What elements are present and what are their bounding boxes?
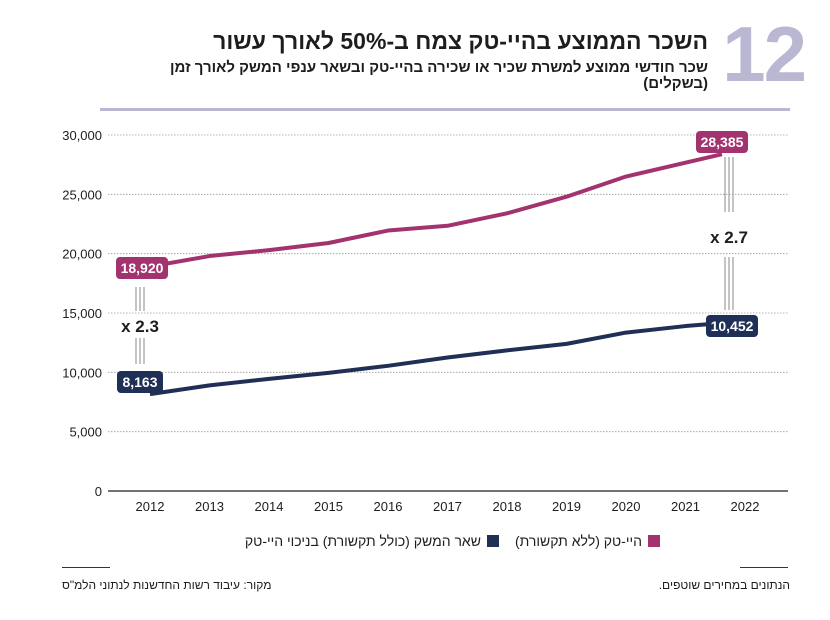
footer-source: מקור: עיבוד רשות החדשנות לנתוני הלמ"ס	[62, 578, 272, 592]
value-label-box	[696, 131, 748, 153]
x-tick-label: 2016	[374, 499, 403, 514]
x-tick-label: 2021	[671, 499, 700, 514]
legend-swatch-rest	[486, 535, 499, 547]
value-label-box	[116, 257, 168, 279]
footer-note: הנתונים במחירים שוטפים.	[658, 578, 790, 592]
ratio-connector-2022-bottom	[724, 257, 734, 310]
x-tick-label: 2017	[433, 499, 462, 514]
x-tick-label: 2012	[136, 499, 165, 514]
series-line-rest	[149, 321, 723, 397]
footer-rule-left	[62, 567, 110, 568]
x-tick-label: 2013	[195, 499, 224, 514]
ratio-connector-2012-top	[135, 287, 145, 311]
y-tick-label: 20,000	[62, 247, 102, 262]
value-label-rest-2012: 8,163	[117, 371, 163, 393]
value-label-text: 10,452	[711, 318, 754, 334]
value-label-box	[117, 371, 163, 393]
ratio-label-2012: x 2.3	[121, 317, 159, 336]
y-tick-label: 5,000	[69, 425, 102, 440]
legend-label-rest: שאר המשק (כולל תקשורת) בניכוי היי-טק	[244, 533, 481, 549]
ratio-connector-2012-bottom	[135, 338, 145, 364]
y-tick-label: 25,000	[62, 187, 102, 202]
x-tick-label: 2022	[731, 499, 760, 514]
legend-swatch-hitech	[648, 535, 660, 547]
footer-rule-right	[740, 567, 788, 568]
value-label-hitech-2012: 18,920	[116, 257, 168, 279]
legend: היי-טק (ללא תקשורת) שאר המשק (כולל תקשור…	[235, 533, 660, 549]
value-label-rest-2022: 10,452	[706, 315, 758, 337]
x-tick-label: 2019	[552, 499, 581, 514]
value-label-box	[706, 315, 758, 337]
x-tick-label: 2014	[255, 499, 284, 514]
ratio-connector-2022-top	[724, 157, 734, 212]
value-label-text: 8,163	[122, 374, 157, 390]
y-tick-label: 10,000	[62, 365, 102, 380]
y-tick-label: 30,000	[62, 128, 102, 143]
value-label-text: 18,920	[121, 260, 164, 276]
y-tick-label: 0	[95, 484, 102, 499]
header-divider	[100, 108, 790, 111]
value-label-hitech-2022: 28,385	[696, 131, 748, 153]
legend-label-hitech: היי-טק (ללא תקשורת)	[514, 533, 642, 549]
x-tick-label: 2018	[493, 499, 522, 514]
chart-title: השכר הממוצע בהיי-טק צמח ב-50% לאורך עשור	[213, 28, 708, 54]
x-tick-label: 2015	[314, 499, 343, 514]
series-line-hitech	[149, 152, 723, 269]
chart-subtitle: שכר חודשי ממוצע למשרת שכיר או שכירה בהיי…	[170, 59, 708, 92]
x-tick-label: 2020	[612, 499, 641, 514]
value-label-text: 28,385	[701, 134, 744, 150]
y-tick-label: 15,000	[62, 306, 102, 321]
ratio-label-2022: x 2.7	[710, 228, 748, 247]
chart-number: 12	[722, 10, 807, 98]
legend-item-rest: שאר המשק (כולל תקשורת) בניכוי היי-טק	[245, 533, 499, 549]
legend-item-hitech: היי-טק (ללא תקשורת)	[515, 533, 660, 549]
